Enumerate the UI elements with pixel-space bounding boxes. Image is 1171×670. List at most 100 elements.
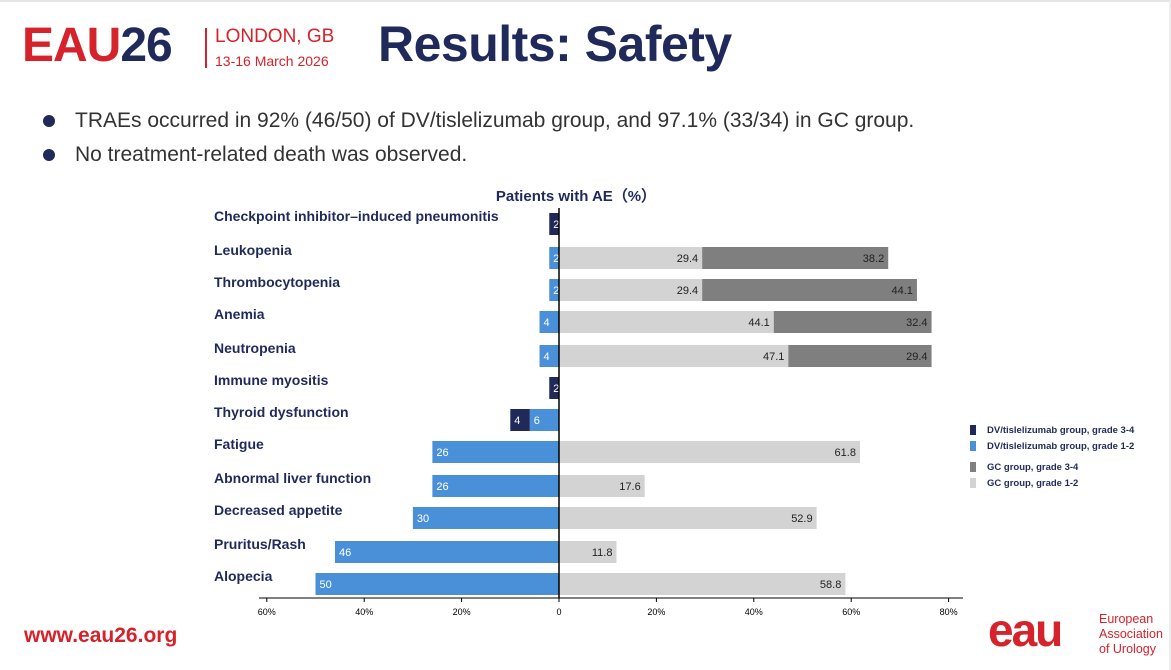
bar-gc-grade34 — [773, 311, 932, 333]
bar-gc-grade12 — [559, 311, 774, 333]
legend-label: DV/tislelizumab group, grade 3-4 — [987, 425, 1135, 436]
bar-label-dv-grade12: 4 — [544, 351, 550, 363]
x-tick-label: 40% — [355, 607, 373, 617]
bullet-item: No treatment-related death was observed. — [40, 140, 914, 174]
bar-label-dv-grade34: 4 — [514, 415, 520, 427]
footer-url-link[interactable]: www.eau26.org — [24, 624, 178, 647]
category-label: Immune myositis — [214, 372, 329, 388]
logo-year-text: 26 — [120, 19, 172, 72]
top-border — [0, 0, 1171, 2]
bar-label-dv-grade12: 30 — [417, 513, 429, 525]
legend-swatch — [970, 462, 976, 472]
x-tick-label: 20% — [453, 607, 471, 617]
bar-dv-grade34 — [549, 213, 559, 235]
bar-gc-grade12 — [559, 475, 645, 497]
bar-label-gc-grade12: 11.8 — [592, 547, 613, 559]
bar-dv-grade12 — [334, 541, 559, 563]
bar-label-gc-grade12: 61.8 — [835, 447, 856, 459]
bar-label-dv-grade12: 2 — [553, 285, 559, 297]
eau-logo-icon: eau — [988, 608, 1063, 654]
bar-label-dv-grade12: 4 — [544, 317, 550, 329]
category-label: Decreased appetite — [214, 502, 343, 518]
right-border — [1169, 0, 1171, 670]
category-label: Thyroid dysfunction — [214, 404, 349, 420]
bullet-list: TRAEs occurred in 92% (46/50) of DV/tisl… — [40, 106, 914, 174]
legend-swatch — [970, 425, 976, 435]
bar-label-gc-grade12: 29.4 — [677, 285, 698, 297]
legend-label: DV/tislelizumab group, grade 1-2 — [987, 441, 1134, 452]
bar-label-gc-grade34: 32.4 — [906, 317, 927, 329]
bar-dv-grade12 — [432, 441, 559, 463]
bar-label-gc-grade34: 44.1 — [892, 285, 913, 297]
bar-label-dv-grade12: 2 — [553, 253, 559, 265]
bullet-text: No treatment-related death was observed. — [75, 143, 468, 166]
bar-label-gc-grade12: 47.1 — [763, 351, 784, 363]
bar-label-gc-grade34: 38.2 — [863, 253, 884, 265]
bar-dv-grade34 — [510, 409, 530, 431]
category-label: Alopecia — [214, 568, 273, 584]
x-tick-label: 20% — [647, 607, 665, 617]
category-label: Thrombocytopenia — [214, 274, 340, 290]
bar-gc-grade12 — [559, 279, 703, 301]
bar-label-dv-grade12: 26 — [436, 481, 448, 493]
category-label: Leukopenia — [214, 242, 292, 258]
bullet-dot-icon — [43, 149, 55, 161]
legend-swatch — [970, 478, 976, 488]
x-tick-label: 0 — [556, 607, 561, 617]
ae-chart: Patients with AE（%） Checkpoint inhibitor–… — [214, 187, 1135, 617]
bar-gc-grade34 — [702, 279, 917, 301]
bar-gc-grade12 — [559, 541, 617, 563]
bar-label-gc-grade12: 44.1 — [748, 317, 769, 329]
bar-dv-grade12 — [432, 475, 559, 497]
x-tick-label: 60% — [258, 607, 276, 617]
slide-title: Results: Safety — [378, 16, 732, 72]
category-label: Neutropenia — [214, 340, 296, 356]
congress-city: LONDON, GB — [215, 26, 335, 47]
category-label: Anemia — [214, 306, 265, 322]
bullet-item: TRAEs occurred in 92% (46/50) of DV/tisl… — [40, 106, 914, 140]
bar-dv-grade12 — [539, 311, 559, 333]
category-label: Abnormal liver function — [214, 470, 371, 486]
bar-dv-grade12 — [549, 247, 559, 269]
category-label: Checkpoint inhibitor–induced pneumonitis — [214, 208, 499, 224]
x-tick-label: 60% — [842, 607, 860, 617]
org-line-1: European — [1099, 612, 1154, 626]
x-tick-label: 80% — [940, 607, 958, 617]
bar-gc-grade12 — [559, 247, 703, 269]
bar-label-dv-grade12: 50 — [320, 579, 332, 591]
logo-divider — [205, 28, 207, 68]
bar-label-gc-grade12: 52.9 — [791, 513, 812, 525]
bar-dv-grade12 — [412, 507, 559, 529]
category-label: Fatigue — [214, 436, 264, 452]
bar-label-dv-grade12: 6 — [534, 415, 540, 427]
bar-gc-grade34 — [788, 345, 932, 367]
bar-label-dv-grade34: 2 — [553, 383, 559, 395]
bar-label-gc-grade34: 29.4 — [906, 351, 927, 363]
logo-eau-text: EAU — [22, 19, 121, 72]
bar-dv-grade34 — [549, 377, 559, 399]
bar-label-gc-grade12: 29.4 — [677, 253, 698, 265]
bar-gc-grade12 — [559, 345, 789, 367]
bar-label-gc-grade12: 17.6 — [619, 481, 640, 493]
bar-dv-grade12 — [529, 409, 559, 431]
category-label: Pruritus/Rash — [214, 536, 306, 552]
bar-label-dv-grade12: 26 — [436, 447, 448, 459]
chart-title: Patients with AE（%） — [496, 187, 656, 205]
bar-label-gc-grade12: 58.8 — [820, 579, 841, 591]
legend-label: GC group, grade 1-2 — [987, 478, 1078, 489]
bar-gc-grade12 — [559, 573, 846, 595]
bar-dv-grade12 — [315, 573, 559, 595]
bar-gc-grade12 — [559, 507, 817, 529]
org-line-2: Association — [1099, 627, 1163, 641]
congress-dates: 13-16 March 2026 — [215, 53, 329, 69]
eau-logo-mark: eau — [988, 608, 1061, 654]
eau-org-name: European Association of Urology — [1099, 612, 1163, 657]
bar-label-dv-grade12: 46 — [339, 547, 351, 559]
bullet-text: TRAEs occurred in 92% (46/50) of DV/tisl… — [75, 109, 915, 132]
bar-gc-grade12 — [559, 441, 860, 463]
bar-dv-grade12 — [539, 345, 559, 367]
legend-swatch — [970, 441, 976, 451]
legend-label: GC group, grade 3-4 — [987, 462, 1079, 473]
eau26-logo: EAU26 — [22, 19, 173, 72]
bar-dv-grade12 — [549, 279, 559, 301]
